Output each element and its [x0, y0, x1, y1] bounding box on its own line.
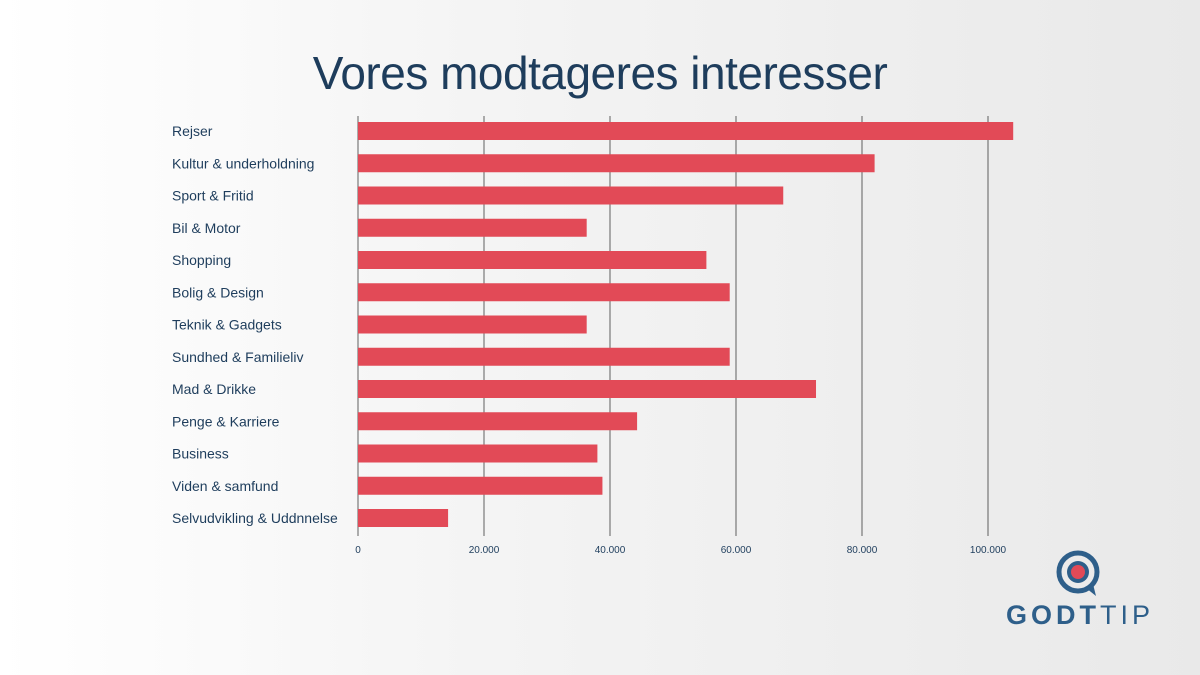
- bar: [358, 476, 603, 495]
- bar: [358, 412, 638, 431]
- logo-text-light: TIP: [1099, 600, 1154, 630]
- chart-title: Vores modtageres interesser: [312, 47, 888, 99]
- bar: [358, 186, 784, 205]
- tick-label: 0: [355, 545, 361, 556]
- tick-label: 40.000: [595, 545, 626, 556]
- bar: [358, 444, 598, 463]
- category-label: Teknik & Gadgets: [172, 317, 282, 333]
- category-label: Shopping: [172, 252, 231, 268]
- bar: [358, 218, 587, 237]
- category-label: Sundhed & Familieliv: [172, 349, 304, 365]
- logo-text-bold: GODT: [1005, 600, 1100, 630]
- category-label: Bolig & Design: [172, 284, 264, 300]
- tick-label: 100.000: [970, 545, 1007, 556]
- bar: [358, 251, 707, 269]
- logo-target-icon: [1056, 550, 1100, 596]
- category-label: Rejser: [172, 123, 213, 139]
- category-label: Sport & Fritid: [172, 188, 254, 204]
- bar: [358, 509, 449, 527]
- category-label: Business: [172, 446, 229, 462]
- bar: [358, 122, 1014, 140]
- tick-label: 80.000: [847, 545, 878, 556]
- category-label: Penge & Karriere: [172, 413, 280, 429]
- godttip-logo: GODTTIP: [1000, 548, 1160, 638]
- tick-label: 60.000: [721, 545, 752, 556]
- category-label: Bil & Motor: [172, 220, 241, 236]
- category-label: Mad & Drikke: [172, 381, 256, 397]
- bar: [358, 154, 875, 173]
- category-label: Viden & samfund: [172, 478, 278, 494]
- bar: [358, 347, 730, 366]
- bar: [358, 315, 587, 334]
- tick-label: 20.000: [469, 545, 500, 556]
- category-label: Kultur & underholdning: [172, 155, 314, 171]
- logo-wordmark: GODTTIP: [1000, 600, 1160, 631]
- category-label: Selvudvikling & Uddnnelse: [172, 510, 338, 526]
- bar: [358, 283, 730, 302]
- bar: [358, 380, 817, 398]
